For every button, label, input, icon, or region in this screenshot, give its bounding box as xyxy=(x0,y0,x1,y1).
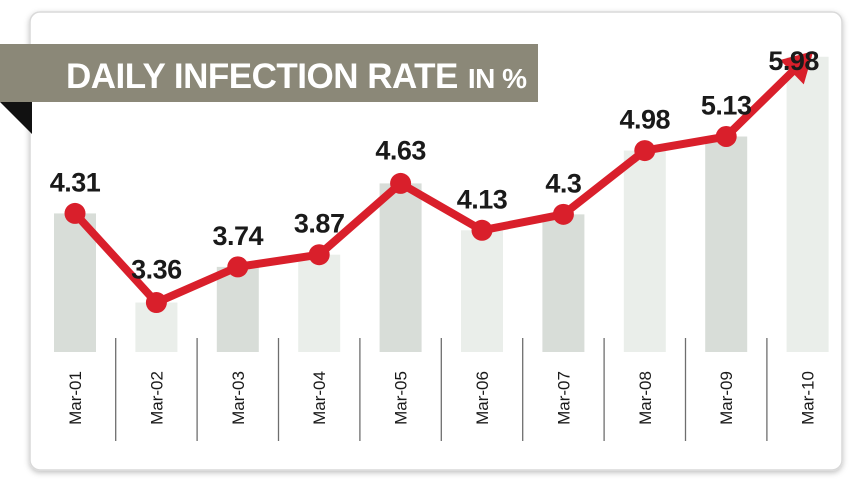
series-line-layer xyxy=(71,51,814,307)
data-value-label: 3.87 xyxy=(294,209,345,239)
x-tick-label: Mar-06 xyxy=(473,371,492,425)
chart-frame xyxy=(29,11,843,471)
data-value-label: 5.13 xyxy=(701,91,752,121)
x-tick-label: Mar-05 xyxy=(392,371,411,425)
x-tick-label: Mar-10 xyxy=(799,371,818,425)
data-value-label: 4.63 xyxy=(375,135,426,165)
x-axis-tick-labels: Mar-01 Mar-02 Mar-03 Mar-04 Mar-05 Mar-06 Mar-… xyxy=(66,371,818,425)
x-tick-label: Mar-01 xyxy=(66,371,85,425)
background-column xyxy=(705,136,748,352)
background-column xyxy=(379,183,422,352)
chart-title: DAILY INFECTION RATE IN % xyxy=(66,57,527,96)
data-value-label: 4.31 xyxy=(50,167,101,197)
x-tick-label: Mar-09 xyxy=(717,371,736,425)
axis-ticks xyxy=(115,338,768,441)
data-point-marker xyxy=(227,256,249,278)
data-point-marker xyxy=(390,172,412,194)
series-line xyxy=(71,68,796,307)
chart-title-main: DAILY INFECTION RATE xyxy=(66,57,458,96)
trend-arrow-head xyxy=(779,51,814,85)
data-value-label: 4.3 xyxy=(545,168,582,198)
data-point-marker xyxy=(634,140,656,162)
background-column xyxy=(542,214,585,352)
series-markers xyxy=(64,126,737,314)
x-tick-label: Mar-02 xyxy=(147,371,166,425)
data-value-label: 4.98 xyxy=(620,105,671,135)
data-point-marker xyxy=(471,219,493,241)
data-value-label: 3.74 xyxy=(213,221,264,251)
data-value-label: 5.98 xyxy=(768,46,819,76)
background-column xyxy=(786,56,829,352)
background-column xyxy=(623,150,666,352)
x-tick-label: Mar-04 xyxy=(310,371,329,425)
data-labels: 4.31 3.36 3.74 3.87 4.63 4.13 4.3 4.98 5.13 5.98 xyxy=(50,46,820,285)
data-point-marker xyxy=(308,244,330,266)
x-tick-label: Mar-03 xyxy=(229,371,248,425)
background-column xyxy=(54,213,96,352)
data-point-marker xyxy=(145,292,167,314)
background-column xyxy=(298,254,341,352)
data-point-marker xyxy=(715,126,737,148)
background-columns xyxy=(54,56,829,352)
data-value-label: 3.36 xyxy=(131,255,182,285)
chart-title-unit: IN % xyxy=(468,63,527,94)
data-point-marker xyxy=(552,203,574,225)
background-column xyxy=(216,266,259,352)
title-banner-background xyxy=(0,44,538,102)
data-point-marker xyxy=(64,202,86,224)
background-column xyxy=(461,230,503,352)
chart-title-banner: DAILY INFECTION RATE IN % xyxy=(0,44,538,134)
x-tick-label: Mar-07 xyxy=(554,371,573,425)
data-value-label: 4.13 xyxy=(457,184,508,214)
title-banner-tab xyxy=(0,102,32,134)
x-tick-label: Mar-08 xyxy=(636,371,655,425)
